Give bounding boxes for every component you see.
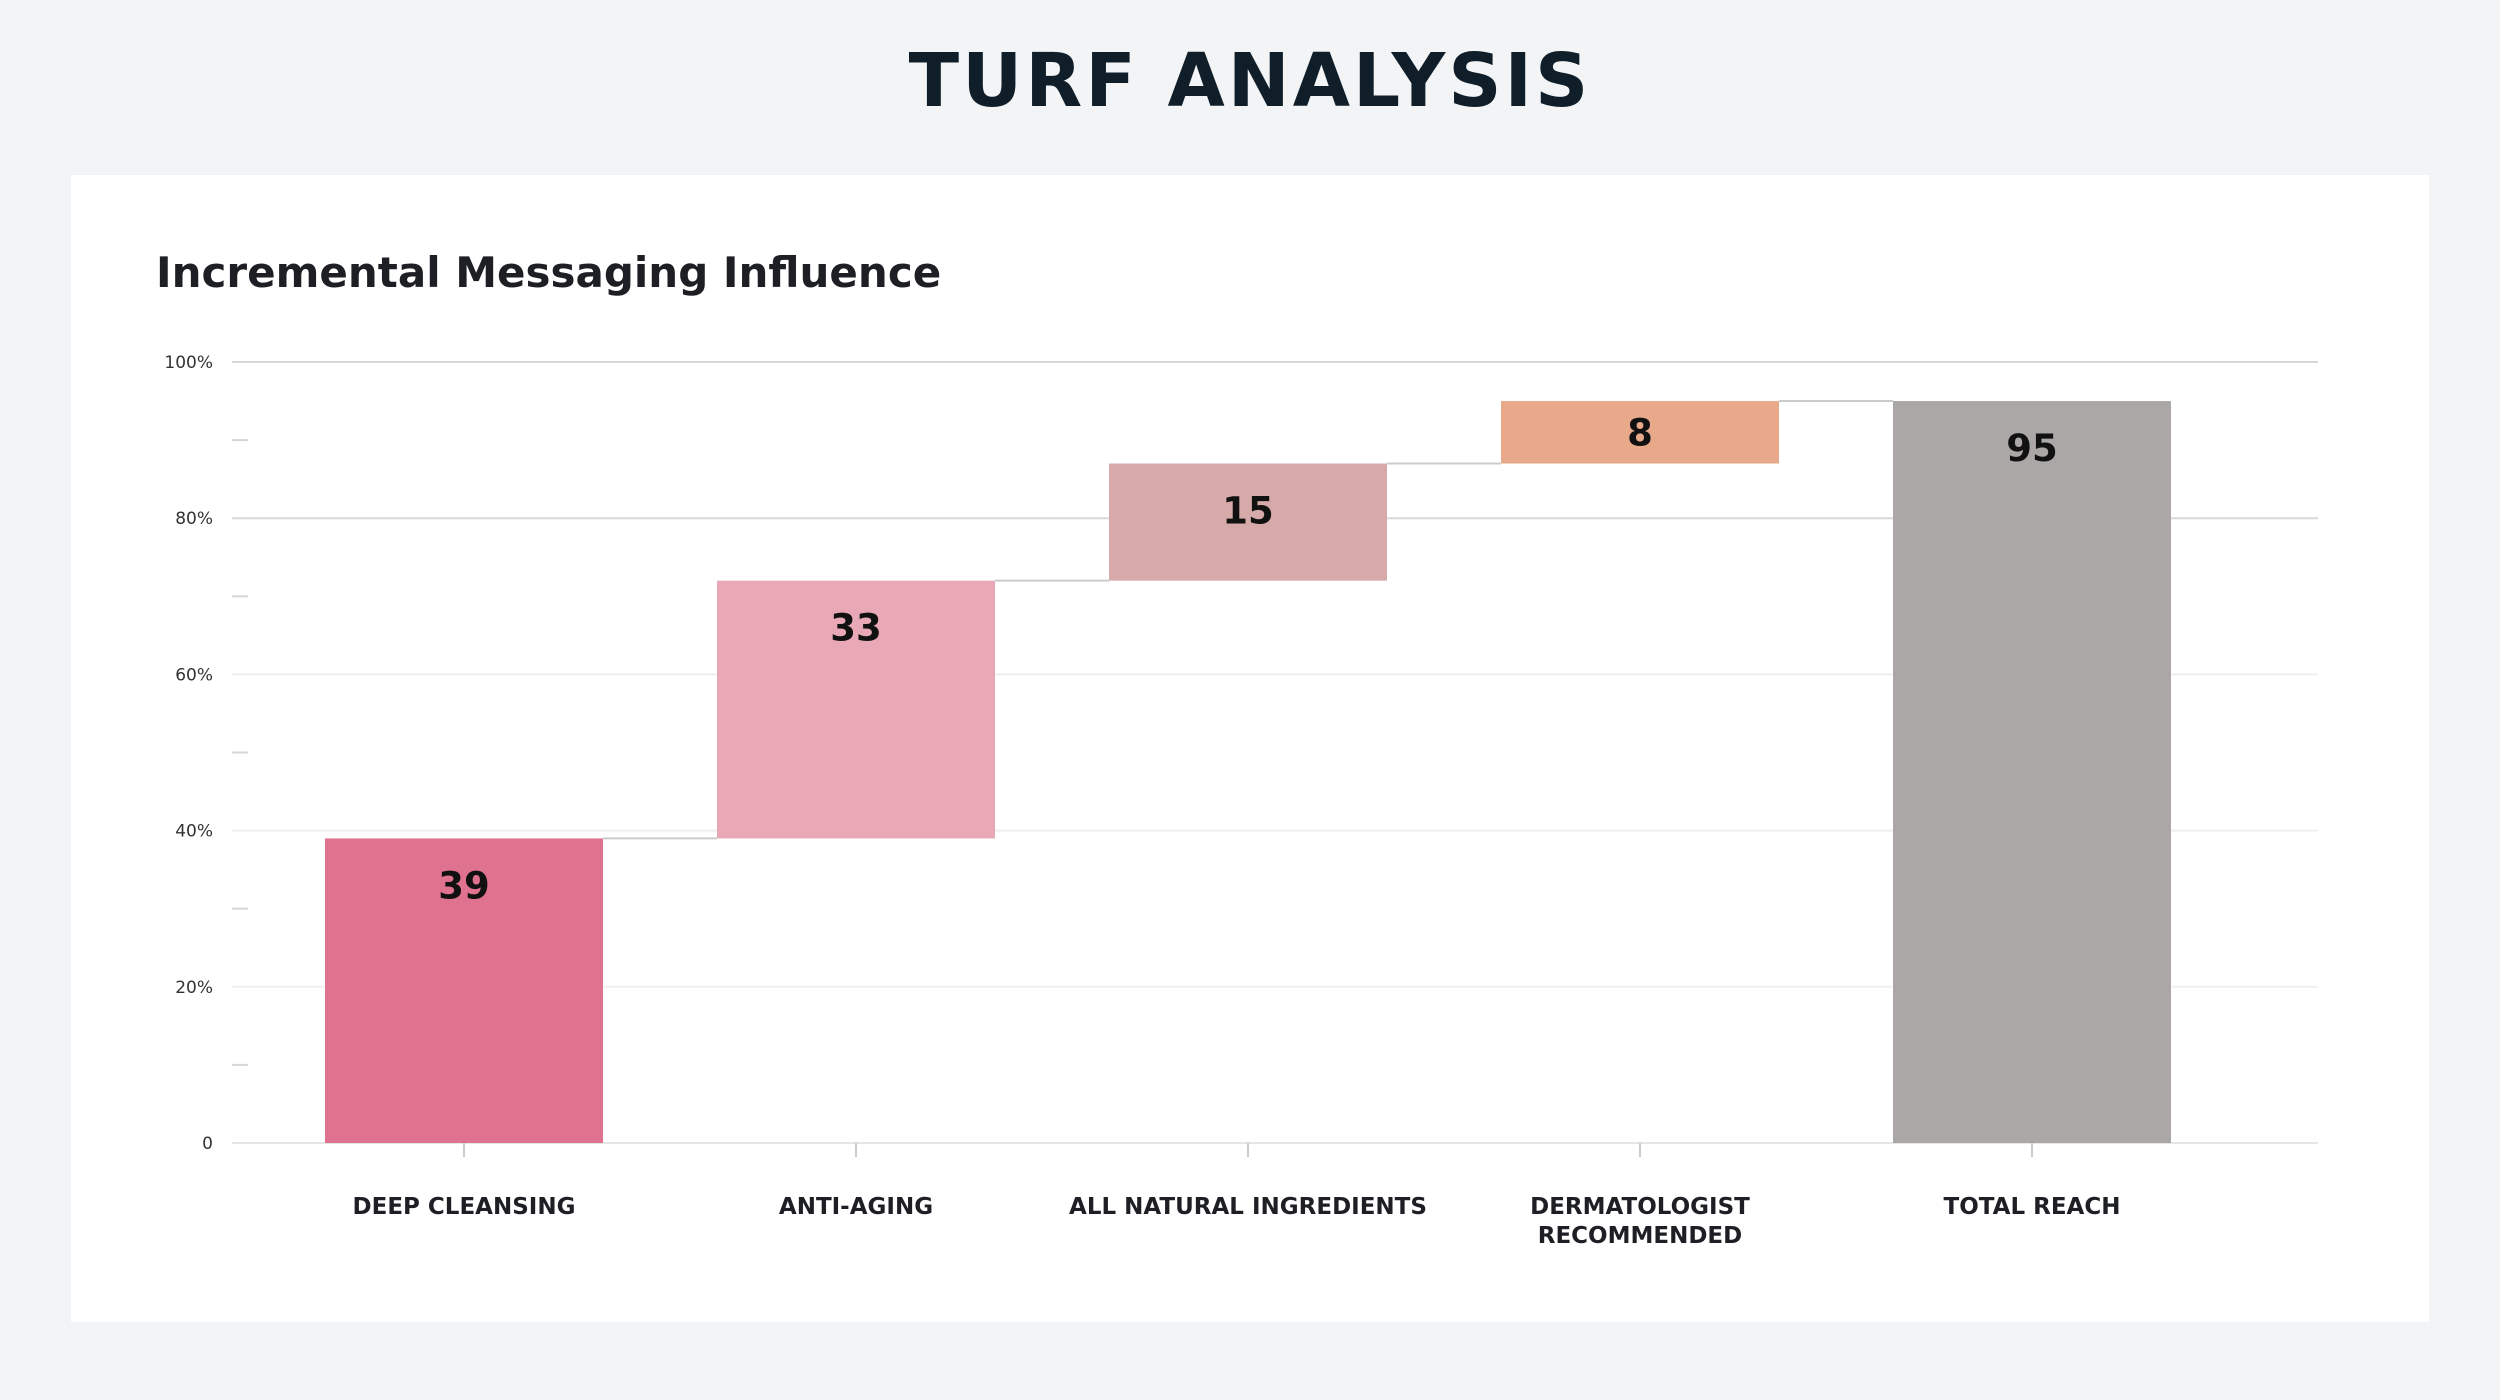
x-category-label: TOTAL REACH: [1944, 1194, 2121, 1220]
y-tick-label: 100%: [164, 353, 213, 373]
page-title: TURF ANALYSIS: [908, 38, 1592, 124]
y-tick-label: 80%: [175, 509, 213, 529]
data-label: 95: [2006, 427, 2058, 470]
x-category-label: RECOMMENDED: [1538, 1223, 1742, 1249]
bar: [1501, 401, 1779, 464]
data-label: 15: [1222, 490, 1274, 533]
y-tick-label: 20%: [175, 978, 213, 998]
data-label: 39: [438, 864, 490, 907]
bar: [717, 580, 995, 839]
y-tick-label: 40%: [175, 822, 213, 842]
bar: [325, 838, 603, 1143]
bar: [1109, 463, 1387, 581]
y-tick-label: 0: [202, 1134, 213, 1154]
x-category-label: DERMATOLOGIST: [1530, 1194, 1750, 1220]
bar: [1893, 401, 2171, 1143]
x-category-label: DEEP CLEANSING: [353, 1194, 576, 1220]
x-category-label: ALL NATURAL INGREDIENTS: [1069, 1194, 1427, 1220]
x-category-label: ANTI-AGING: [779, 1194, 933, 1220]
y-tick-label: 60%: [175, 665, 213, 685]
data-label: 33: [830, 607, 882, 650]
data-label: 8: [1627, 411, 1653, 454]
chart-title: Incremental Messaging Influence: [156, 248, 942, 297]
